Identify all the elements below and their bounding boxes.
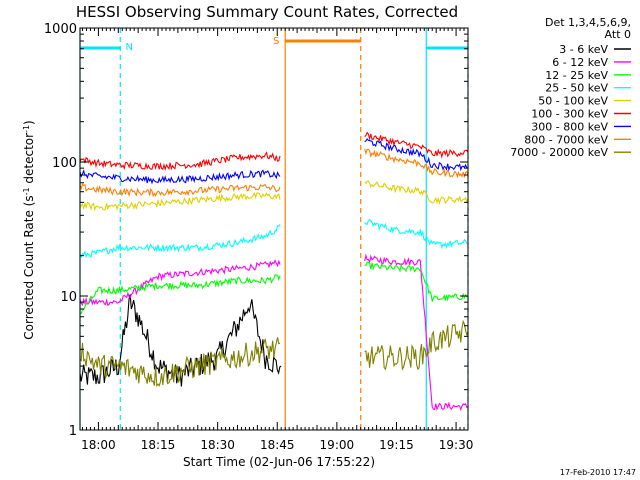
series-lines bbox=[79, 131, 469, 412]
y-axis-label-sup1: -1 bbox=[22, 187, 31, 195]
x-tick-label: 18:15 bbox=[141, 438, 176, 452]
y-tick-label: 10 bbox=[60, 290, 77, 305]
legend-entry: 100 - 300 keV bbox=[531, 108, 608, 121]
x-tick-label: 19:15 bbox=[379, 438, 414, 452]
y-tick-label: 1000 bbox=[44, 22, 77, 37]
y-tick-label: 100 bbox=[52, 156, 77, 171]
x-tick-label: 18:00 bbox=[81, 438, 116, 452]
series-line-2-seg-0 bbox=[79, 274, 281, 315]
series-line-1-seg-1 bbox=[364, 253, 469, 412]
x-axis-label: Start Time (02-Jun-06 17:55:22) bbox=[183, 455, 375, 469]
series-line-5-seg-1 bbox=[364, 131, 469, 159]
x-tick-label: 18:30 bbox=[200, 438, 235, 452]
series-line-3-seg-1 bbox=[364, 218, 469, 250]
legend-header-line-2: Att 0 bbox=[605, 28, 631, 41]
y-axis-label-sup2: -1 bbox=[22, 125, 31, 133]
chart-title: HESSI Observing Summary Count Rates, Cor… bbox=[76, 3, 458, 21]
legend-entry: 6 - 12 keV bbox=[552, 56, 608, 69]
series-line-7-seg-1 bbox=[364, 148, 469, 179]
x-axis-ticks: 18:00 18:15 18:30 18:45 19:00 19:15 19:30 bbox=[81, 28, 473, 452]
series-line-4-seg-0 bbox=[79, 191, 281, 212]
series-line-6-seg-1 bbox=[364, 137, 469, 172]
series-line-1-seg-0 bbox=[79, 258, 281, 307]
timestamp: 17-Feb-2010 17:47 bbox=[560, 468, 636, 477]
series-line-2-seg-1 bbox=[364, 261, 469, 302]
x-tick-label: 19:30 bbox=[439, 438, 474, 452]
legend-entry: 12 - 25 keV bbox=[545, 69, 608, 82]
x-tick-label: 19:00 bbox=[320, 438, 355, 452]
y-axis-label-main: Corrected Count Rate (s bbox=[22, 195, 36, 339]
y-axis-label-mid: detector bbox=[22, 133, 36, 188]
saa-flag-label: S bbox=[273, 36, 279, 47]
legend-entry: 3 - 6 keV bbox=[559, 43, 608, 56]
legend-entry: 7000 - 20000 keV bbox=[510, 146, 608, 159]
plot-frame bbox=[79, 27, 469, 431]
legend-entry: 800 - 7000 keV bbox=[524, 133, 608, 146]
legend-entry: 50 - 100 keV bbox=[538, 95, 608, 108]
series-line-4-seg-1 bbox=[364, 180, 469, 205]
series-line-5-seg-0 bbox=[79, 151, 281, 172]
series-line-3-seg-0 bbox=[79, 224, 281, 259]
y-axis-label-end: ) bbox=[22, 120, 36, 125]
y-tick-label: 1 bbox=[69, 424, 77, 439]
legend-entry: 300 - 800 keV bbox=[531, 120, 608, 133]
legend-header-line-1: Det 1,3,4,5,6,9, bbox=[545, 16, 631, 29]
x-tick-label: 18:45 bbox=[260, 438, 295, 452]
series-line-8-seg-1 bbox=[364, 319, 469, 371]
series-line-8-seg-0 bbox=[79, 337, 281, 387]
y-axis-label: Corrected Count Rate (s-1 detector-1) bbox=[22, 120, 37, 339]
y-axis-ticks: 1 10 100 1000 bbox=[44, 22, 468, 439]
night-flag-label: N bbox=[126, 42, 133, 53]
legend-entry: 25 - 50 keV bbox=[545, 82, 608, 95]
series-line-6-seg-0 bbox=[79, 169, 281, 185]
series-line-7-seg-0 bbox=[79, 183, 281, 198]
